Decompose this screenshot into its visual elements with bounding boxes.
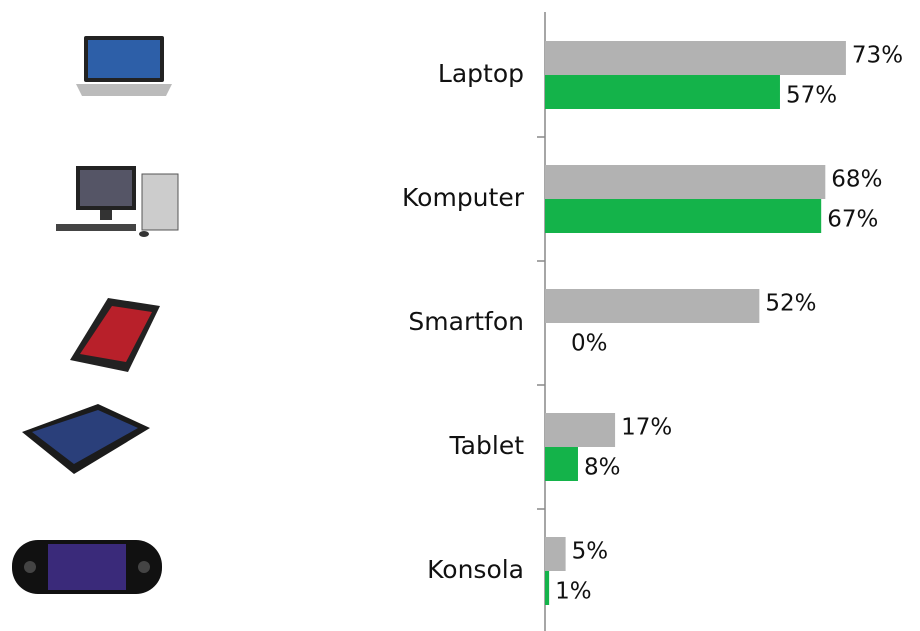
bar — [545, 75, 780, 109]
value-label: 0% — [571, 331, 608, 357]
value-label: 8% — [584, 455, 621, 481]
bar — [545, 289, 760, 323]
bar — [545, 447, 578, 481]
console-icon — [12, 540, 162, 594]
bar — [545, 413, 616, 447]
tablet-icon — [22, 404, 150, 474]
bar — [545, 537, 566, 571]
category-label: Tablet — [449, 431, 525, 460]
value-label: 57% — [786, 83, 837, 109]
category-label: Komputer — [402, 183, 525, 212]
value-label: 5% — [572, 539, 609, 565]
value-label: 73% — [852, 43, 903, 69]
value-label: 17% — [621, 415, 672, 441]
bar — [545, 165, 826, 199]
bar — [545, 41, 846, 75]
value-label: 68% — [831, 167, 882, 193]
desktop-icon — [56, 166, 179, 237]
laptop-icon — [76, 36, 172, 96]
smartphone-icon — [70, 298, 160, 372]
category-label: Konsola — [427, 555, 524, 584]
value-label: 52% — [765, 291, 816, 317]
value-label: 1% — [555, 579, 592, 605]
bar — [545, 571, 550, 605]
category-label: Smartfon — [408, 307, 524, 336]
category-label: Laptop — [438, 59, 524, 88]
bar — [545, 199, 822, 233]
value-label: 67% — [827, 207, 878, 233]
